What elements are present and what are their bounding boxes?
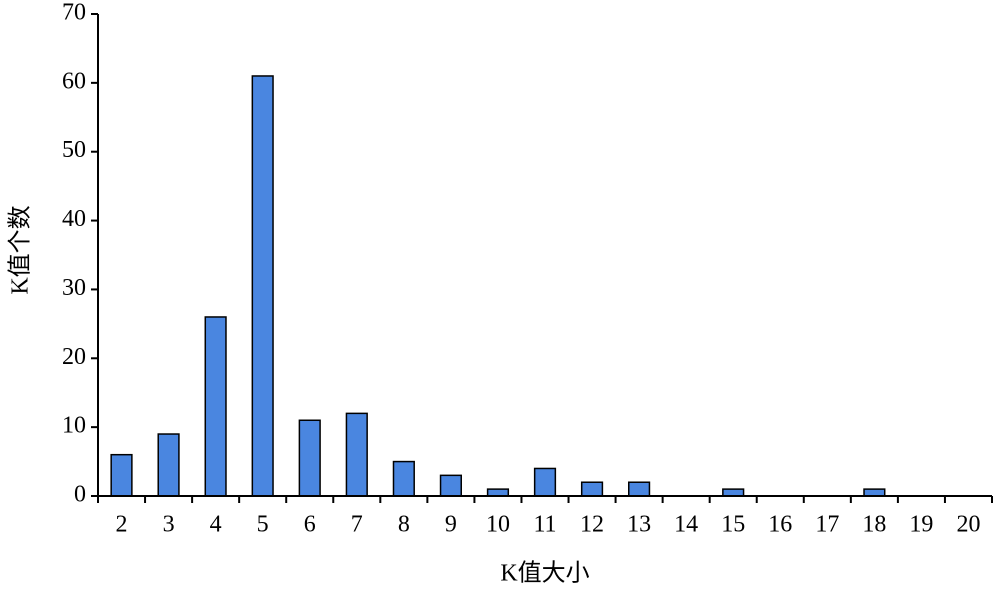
bar	[298, 419, 321, 497]
x-tick-label: 17	[815, 512, 839, 538]
x-tick-label: 8	[398, 512, 410, 538]
y-tick-label: 0	[74, 482, 86, 508]
bar	[204, 316, 227, 497]
x-tick-label: 9	[445, 512, 457, 538]
bar	[157, 433, 180, 497]
bar	[628, 481, 651, 497]
bar	[722, 488, 745, 497]
y-axis-title: K值个数	[7, 205, 34, 294]
x-tick-label: 11	[533, 512, 556, 538]
bar	[486, 488, 510, 497]
bar	[392, 460, 415, 497]
y-tick-label: 60	[62, 68, 86, 94]
x-tick-label: 5	[257, 512, 269, 538]
bar	[251, 75, 274, 497]
y-tick-label: 40	[62, 206, 86, 232]
x-tick-label: 4	[210, 512, 222, 538]
bar	[533, 467, 557, 497]
y-tick-label: 30	[62, 275, 86, 301]
x-tick-label: 7	[351, 512, 363, 538]
x-tick-label: 19	[909, 512, 933, 538]
y-tick-label: 20	[62, 344, 86, 370]
bar	[110, 453, 133, 497]
x-tick-label: 6	[304, 512, 316, 538]
y-tick-label: 10	[62, 413, 86, 439]
x-tick-label: 14	[674, 512, 698, 538]
x-tick-label: 18	[862, 512, 886, 538]
bar	[863, 488, 886, 497]
y-tick-label: 70	[62, 0, 86, 26]
x-tick-label: 15	[721, 512, 745, 538]
x-axis-title: K值大小	[500, 560, 589, 587]
bar	[345, 412, 368, 497]
x-tick-label: 13	[627, 512, 651, 538]
x-tick-label: 20	[956, 512, 980, 538]
x-tick-label: 10	[486, 512, 510, 538]
bar	[439, 474, 462, 497]
x-tick-label: 3	[163, 512, 175, 538]
x-tick-label: 12	[580, 512, 604, 538]
x-tick-label: 16	[768, 512, 792, 538]
y-tick-label: 50	[62, 137, 86, 163]
x-tick-label: 2	[116, 512, 128, 538]
bar	[580, 481, 604, 497]
